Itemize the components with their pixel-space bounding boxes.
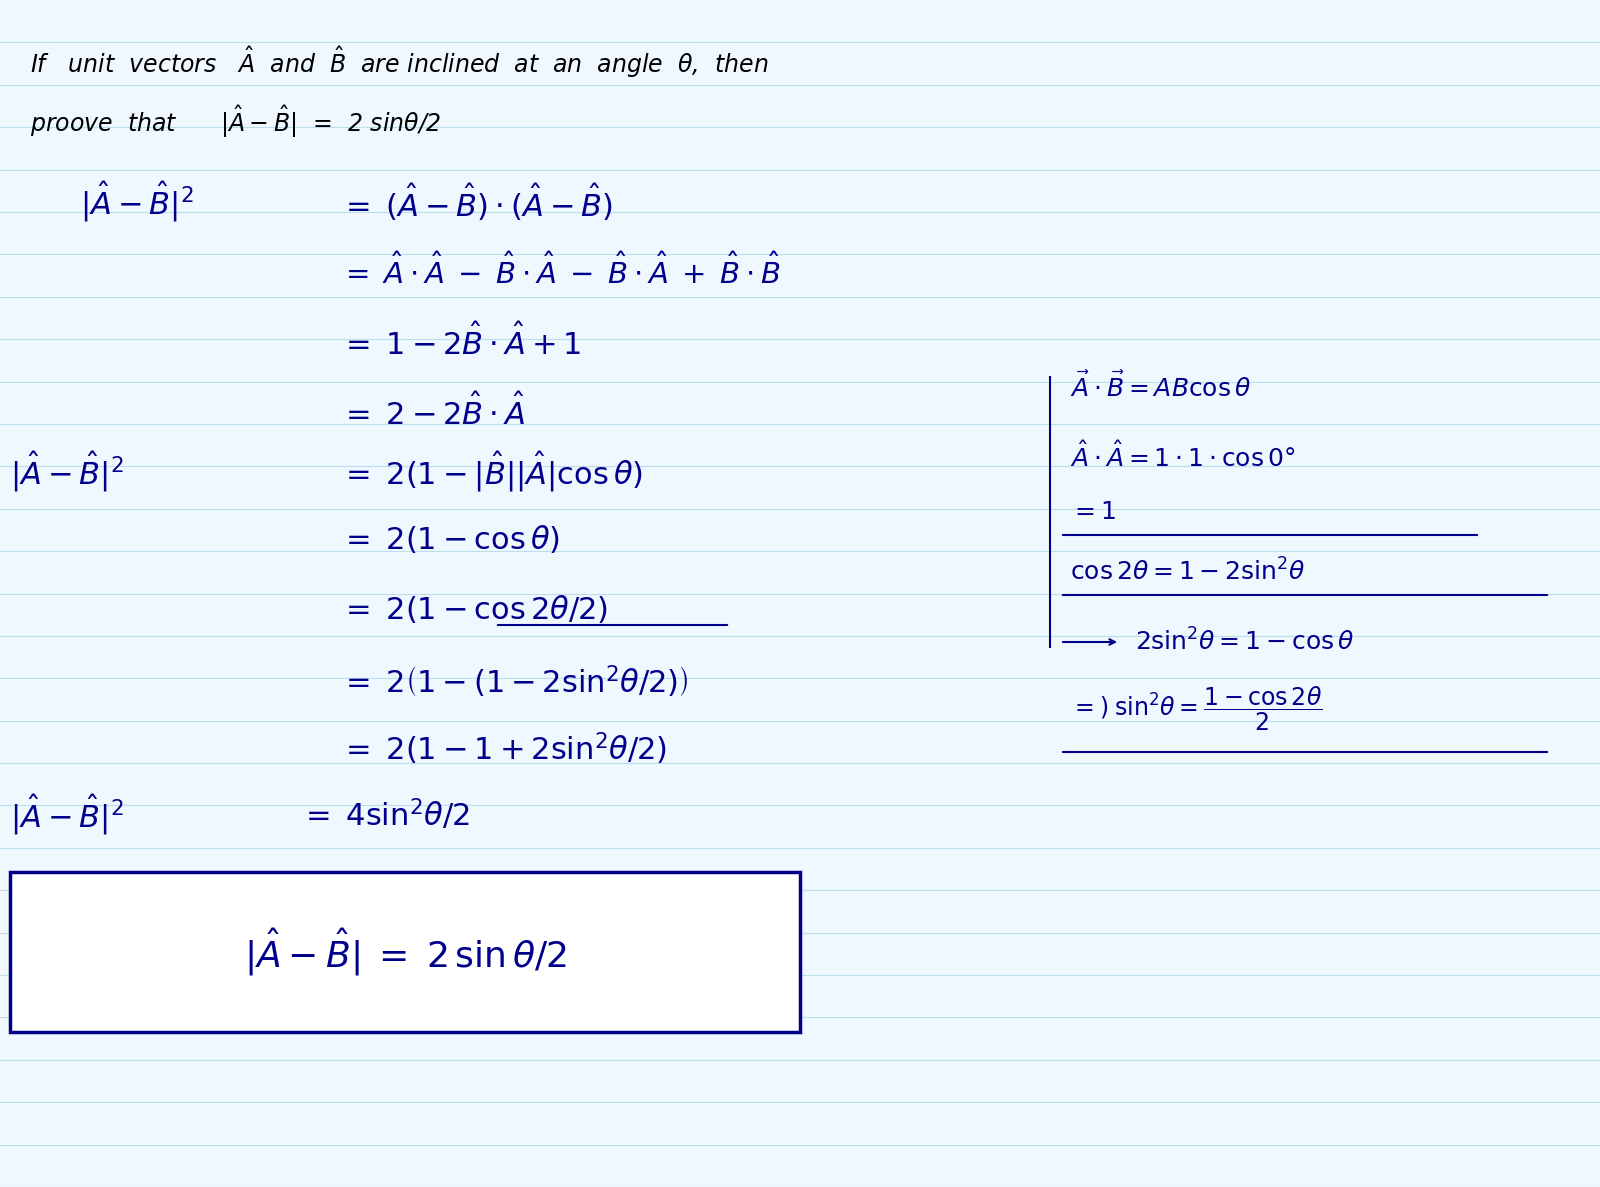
Text: $2\sin^2\!\theta = 1 - \cos\theta$: $2\sin^2\!\theta = 1 - \cos\theta$ (1134, 628, 1354, 655)
Text: $= \; 1 - 2\hat{B}\cdot\hat{A} + 1$: $= \; 1 - 2\hat{B}\cdot\hat{A} + 1$ (339, 323, 581, 361)
Text: $=)\;\sin^2\!\theta = \dfrac{1-\cos 2\theta}{2}$: $=)\;\sin^2\!\theta = \dfrac{1-\cos 2\th… (1070, 685, 1323, 734)
Text: $|\hat{A} - \hat{B}|^2$: $|\hat{A} - \hat{B}|^2$ (10, 450, 123, 494)
Text: $= \; \hat{A}\cdot\hat{A} \;-\; \hat{B}\cdot\hat{A} \;-\; \hat{B}\cdot\hat{A} \;: $= \; \hat{A}\cdot\hat{A} \;-\; \hat{B}\… (339, 254, 781, 290)
Text: $= \; 2(1 - |\hat{B}||\hat{A}|\cos\theta)$: $= \; 2(1 - |\hat{B}||\hat{A}|\cos\theta… (339, 450, 643, 494)
Text: $= 1$: $= 1$ (1070, 500, 1117, 523)
Text: $= \; 4\sin^2\!\theta/2$: $= \; 4\sin^2\!\theta/2$ (301, 798, 470, 833)
Text: $= \; 2 - 2\hat{B}\cdot\hat{A}$: $= \; 2 - 2\hat{B}\cdot\hat{A}$ (339, 393, 525, 431)
Text: $= \; 2(1 - \cos 2\theta/2)$: $= \; 2(1 - \cos 2\theta/2)$ (339, 594, 608, 626)
Text: $|\hat{A} - \hat{B}|  \;=\;  2\,\sin\theta/2$: $|\hat{A} - \hat{B}| \;=\; 2\,\sin\theta… (243, 927, 566, 978)
Text: $\hat{A}\cdot\hat{A} = 1\cdot1\cdot\cos 0°$: $\hat{A}\cdot\hat{A} = 1\cdot1\cdot\cos … (1070, 442, 1296, 472)
FancyBboxPatch shape (10, 872, 800, 1032)
Text: If   unit  vectors   $\hat{A}$  and  $\hat{B}$  are inclined  at  an  angle  $\t: If unit vectors $\hat{A}$ and $\hat{B}$ … (30, 44, 768, 80)
Text: $\cos 2\theta = 1 - 2\sin^2\!\theta$: $\cos 2\theta = 1 - 2\sin^2\!\theta$ (1070, 558, 1306, 585)
Text: $\vec{A}\cdot\vec{B} = AB\cos\theta$: $\vec{A}\cdot\vec{B} = AB\cos\theta$ (1070, 372, 1251, 402)
Text: $= \; 2\left(1 - 1 + 2\sin^2\!\theta/2\right)$: $= \; 2\left(1 - 1 + 2\sin^2\!\theta/2\r… (339, 731, 667, 767)
Text: $= \; (\hat{A}-\hat{B})\cdot(\hat{A}-\hat{B})$: $= \; (\hat{A}-\hat{B})\cdot(\hat{A}-\ha… (339, 182, 613, 223)
Text: $= \; 2(1 - \cos\theta)$: $= \; 2(1 - \cos\theta)$ (339, 523, 560, 556)
Text: proove  that      $|\hat{A} - \hat{B}|$  =  2 sin$\theta$/2: proove that $|\hat{A} - \hat{B}|$ = 2 si… (30, 103, 442, 140)
Text: $= \; 2\left(1 - \left(1 - 2\sin^2\!\theta/2\right)\right)$: $= \; 2\left(1 - \left(1 - 2\sin^2\!\the… (339, 664, 688, 700)
Text: $|\hat{A} - \hat{B}|^2$: $|\hat{A} - \hat{B}|^2$ (80, 180, 194, 224)
Text: $|\hat{A}-\hat{B}|^2$: $|\hat{A}-\hat{B}|^2$ (10, 793, 123, 837)
